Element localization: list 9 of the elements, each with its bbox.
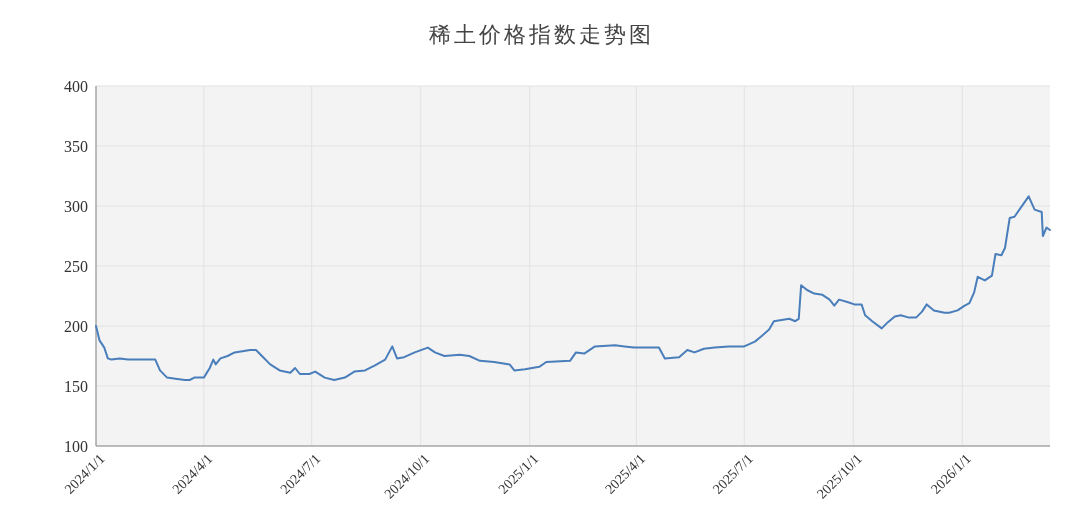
- line-series: [95, 195, 1051, 381]
- chart-title: 稀土价格指数走势图: [428, 22, 654, 47]
- y-tick-label: 250: [64, 257, 88, 275]
- y-tick-label: 150: [64, 377, 88, 395]
- y-tick-label: 100: [64, 437, 88, 455]
- y-tick-label: 200: [64, 317, 88, 335]
- y-tick-label: 300: [64, 197, 88, 215]
- y-tick-label: 400: [64, 77, 88, 95]
- y-tick-label: 350: [64, 137, 88, 155]
